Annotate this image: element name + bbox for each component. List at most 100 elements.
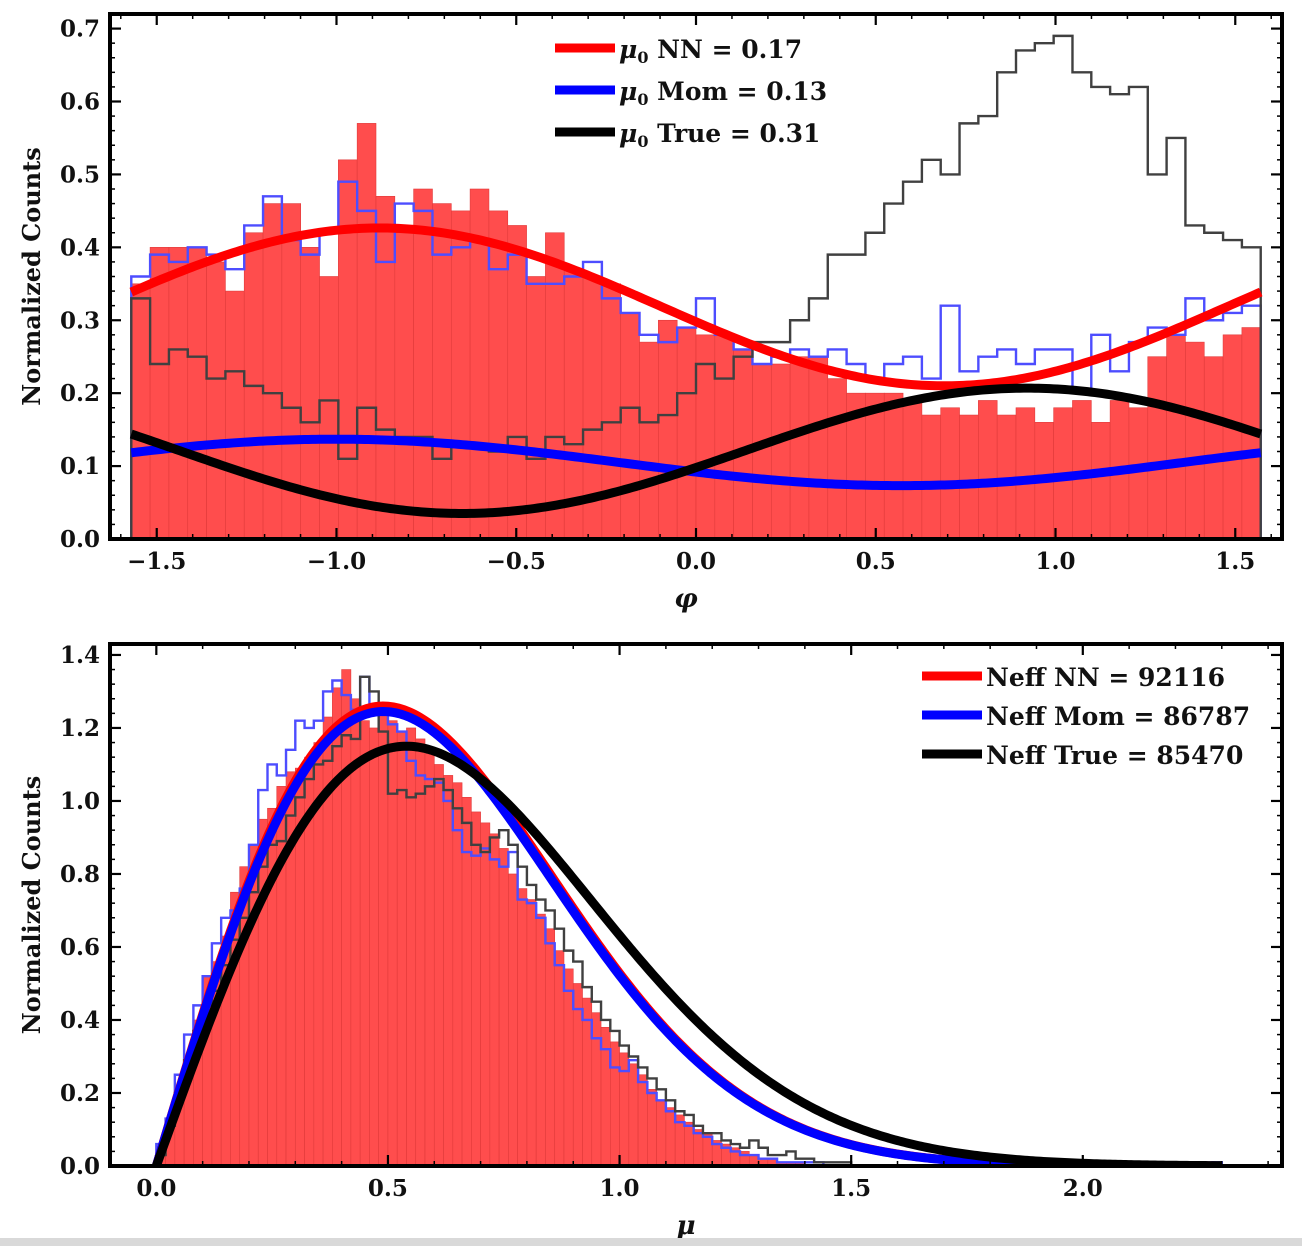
hist-bar-nn bbox=[959, 414, 979, 539]
hist-bar-nn bbox=[693, 1129, 704, 1166]
hist-bar-nn bbox=[695, 334, 716, 539]
hist-bar-nn bbox=[498, 848, 509, 1166]
hist-bar-nn bbox=[733, 349, 753, 539]
hist-bar-nn bbox=[921, 414, 942, 539]
hist-bar-nn bbox=[356, 123, 377, 539]
hist-bar-nn bbox=[656, 1099, 667, 1166]
hist-bar-nn bbox=[341, 669, 352, 1166]
fit-curve-2 bbox=[129, 383, 1263, 518]
hist-bar-nn bbox=[359, 720, 370, 1166]
hist-bar-nn bbox=[187, 247, 207, 539]
hist-bar-nn bbox=[978, 400, 998, 539]
hist-bar-nn bbox=[639, 341, 659, 539]
hist-bar-nn bbox=[647, 1089, 657, 1166]
hist-bar-nn bbox=[375, 195, 396, 539]
legend-label-1: Neff Mom = 86787 bbox=[986, 702, 1250, 731]
hist-bar-nn bbox=[338, 159, 358, 539]
hist-step-true bbox=[130, 34, 1262, 539]
hist-bar-nn bbox=[665, 1107, 676, 1166]
hist-bar-nn bbox=[450, 210, 471, 539]
hist-bar-nn bbox=[206, 261, 226, 539]
hist-bar-nn bbox=[508, 873, 518, 1166]
hist-bar-nn bbox=[1015, 407, 1036, 539]
plot-frame bbox=[108, 642, 1284, 1168]
y-axis-label: Normalized Counts bbox=[17, 147, 46, 405]
hist-bar-nn bbox=[276, 786, 287, 1166]
hist-bar-nn bbox=[424, 753, 435, 1166]
hist-bar-nn bbox=[413, 188, 433, 539]
y-tick-label: 0.0 bbox=[60, 1153, 100, 1180]
legend-label-0: μ0 NN = 0.17 bbox=[619, 35, 802, 67]
x-axis-label: μ bbox=[676, 1211, 695, 1241]
fit-curve-0 bbox=[129, 223, 1263, 391]
x-tick-label: 1.5 bbox=[831, 1175, 871, 1202]
y-tick-label: 0.0 bbox=[60, 526, 100, 553]
x-tick-label: 0.0 bbox=[136, 1175, 176, 1202]
y-tick-label: 1.4 bbox=[60, 642, 100, 669]
hist-bar-nn bbox=[480, 822, 491, 1166]
hist-bar-nn bbox=[488, 210, 509, 539]
hist-bar-nn bbox=[267, 807, 278, 1166]
hist-bar-nn bbox=[535, 913, 546, 1166]
y-axis-label: Normalized Counts bbox=[17, 776, 46, 1034]
hist-bar-nn bbox=[628, 1063, 639, 1166]
y-tick-label: 0.2 bbox=[60, 1080, 100, 1107]
x-axis-label: φ bbox=[674, 584, 698, 614]
hist-bar-nn bbox=[378, 709, 389, 1166]
legend-label-2: μ0 True = 0.31 bbox=[619, 119, 820, 151]
hist-bar-nn bbox=[507, 225, 527, 539]
x-tick-label: 0.5 bbox=[856, 548, 896, 575]
x-tick-label: −1.0 bbox=[307, 548, 366, 575]
y-tick-label: 0.4 bbox=[60, 234, 100, 261]
hist-bar-nn bbox=[443, 775, 454, 1166]
hist-bar-nn bbox=[601, 283, 622, 539]
hist-bar-nn bbox=[415, 738, 426, 1166]
hist-bar-nn bbox=[471, 811, 481, 1166]
window-bottom-edge bbox=[0, 1238, 1302, 1246]
hist-bar-nn bbox=[526, 276, 546, 539]
hist-bar-nn bbox=[545, 232, 565, 539]
hist-bar-nn bbox=[1147, 356, 1167, 539]
x-tick-label: 1.0 bbox=[1036, 548, 1076, 575]
hist-bar-nn bbox=[396, 731, 407, 1166]
hist-bar-nn bbox=[940, 407, 960, 539]
hist-step-mom bbox=[155, 675, 1223, 1166]
hist-bar-nn bbox=[1091, 422, 1111, 539]
mu-panel: 0.0 0.5 1.0 1.5 2.0 0.0 0.2 0.4 0.6 0.8 1.0 1.2 1.4 μ… bbox=[17, 642, 1284, 1241]
hist-bar-nn bbox=[1222, 334, 1243, 539]
y-tick-label: 0.3 bbox=[60, 307, 100, 334]
hist-step-true bbox=[155, 675, 1222, 1166]
hist-bar-nn bbox=[433, 764, 444, 1166]
hist-bar-nn bbox=[808, 356, 829, 539]
x-tick-label: 1.5 bbox=[1215, 548, 1255, 575]
x-tick-label: −1.5 bbox=[127, 548, 186, 575]
x-tick-label: 2.0 bbox=[1063, 1175, 1103, 1202]
hist-bar-nn bbox=[770, 363, 791, 539]
hist-bar-nn bbox=[658, 319, 678, 539]
hist-bar-nn bbox=[257, 818, 268, 1166]
plot-area bbox=[129, 34, 1263, 539]
hist-bar-nn bbox=[902, 400, 923, 539]
hist-bar-nn bbox=[489, 833, 500, 1166]
hist-bar-nn bbox=[637, 1074, 648, 1166]
y-tick-label: 0.4 bbox=[60, 1007, 100, 1034]
hist-bar-nn bbox=[620, 312, 640, 539]
hist-bar-nn bbox=[526, 899, 537, 1166]
legend-label-2: Neff True = 85470 bbox=[986, 741, 1243, 770]
y-tick-label: 0.2 bbox=[60, 380, 100, 407]
hist-bar-nn bbox=[1166, 334, 1186, 539]
phi-panel: −1.5 −1.0 −0.5 0.0 0.5 1.0 1.5 0.0 0.1 0.2 0.3 0.4 0… bbox=[17, 12, 1284, 614]
hist-bar-nn bbox=[149, 247, 170, 539]
fit-curve-2 bbox=[152, 741, 1222, 1166]
x-tick-label: 0.5 bbox=[368, 1175, 408, 1202]
hist-bar-nn bbox=[1203, 356, 1224, 539]
hist-bar-nn bbox=[572, 983, 583, 1166]
x-tick-label: −0.5 bbox=[487, 548, 546, 575]
hist-bar-nn bbox=[406, 727, 417, 1166]
hist-bar-nn bbox=[332, 687, 342, 1166]
hist-bar-nn bbox=[394, 232, 414, 539]
hist-bar-nn bbox=[563, 968, 574, 1166]
y-tick-label: 0.6 bbox=[60, 89, 100, 116]
